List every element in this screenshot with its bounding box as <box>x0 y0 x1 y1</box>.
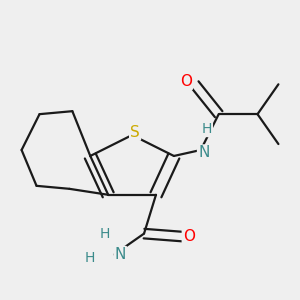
Text: H: H <box>202 122 212 136</box>
Text: N: N <box>115 247 126 262</box>
Text: N: N <box>198 146 209 160</box>
Text: H: H <box>100 226 110 241</box>
Text: O: O <box>180 74 192 89</box>
Text: O: O <box>183 229 195 244</box>
Text: H: H <box>85 250 95 265</box>
Text: S: S <box>130 124 140 140</box>
